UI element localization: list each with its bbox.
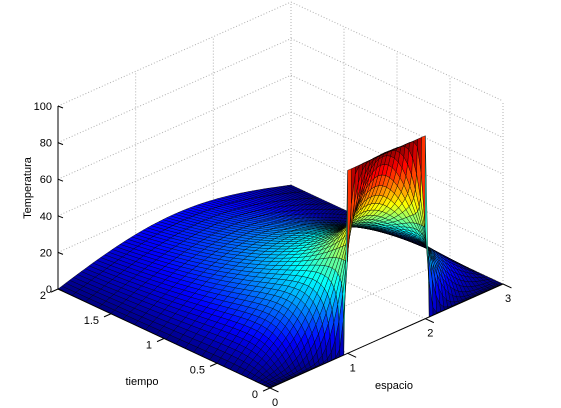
grid-line	[57, 1, 292, 107]
y-tick-mark	[103, 313, 112, 318]
z-tick-mark	[57, 105, 64, 109]
z-tick-mark	[57, 215, 64, 219]
z-tick-label: 40	[40, 211, 52, 223]
y-tick-label: 1	[146, 340, 152, 352]
grid-line	[57, 111, 292, 217]
axes	[50, 105, 512, 393]
y-tick-mark	[156, 338, 165, 343]
x-tick-mark	[502, 283, 512, 289]
y-tick-mark	[50, 288, 59, 293]
x-tick-label: 2	[427, 328, 433, 340]
grid-line	[57, 38, 292, 144]
z-tick-label: 100	[34, 101, 52, 113]
z-tick-mark	[57, 251, 64, 255]
x-tick-mark	[347, 352, 357, 358]
z-tick-mark	[57, 178, 64, 182]
x-axis-label: espacio	[375, 380, 413, 392]
x-tick-label: 0	[272, 397, 278, 408]
y-tick-mark	[209, 362, 218, 367]
y-tick-label: 2	[40, 290, 46, 302]
z-tick-label: 20	[40, 247, 52, 259]
grid-line	[57, 147, 292, 253]
z-tick-mark	[57, 288, 64, 292]
z-tick-label: 0	[46, 284, 52, 296]
x-tick-mark	[425, 318, 435, 324]
y-axis-label: tiempo	[125, 376, 158, 388]
x-tick-label: 3	[505, 293, 511, 305]
z-axis-label: Temperatura	[22, 156, 34, 219]
x-axis-line	[269, 283, 504, 389]
x-tick-mark	[269, 387, 279, 393]
y-tick-label: 0.5	[190, 364, 205, 376]
grid-line	[57, 74, 292, 180]
surface-mesh	[57, 135, 504, 389]
y-tick-label: 0	[252, 389, 258, 401]
z-tick-label: 60	[40, 174, 52, 186]
x-tick-label: 1	[350, 362, 356, 374]
surface-patch	[424, 135, 430, 317]
z-tick-mark	[57, 142, 64, 146]
z-tick-label: 80	[40, 138, 52, 150]
y-tick-mark	[262, 387, 271, 392]
y-tick-label: 1.5	[84, 315, 99, 327]
